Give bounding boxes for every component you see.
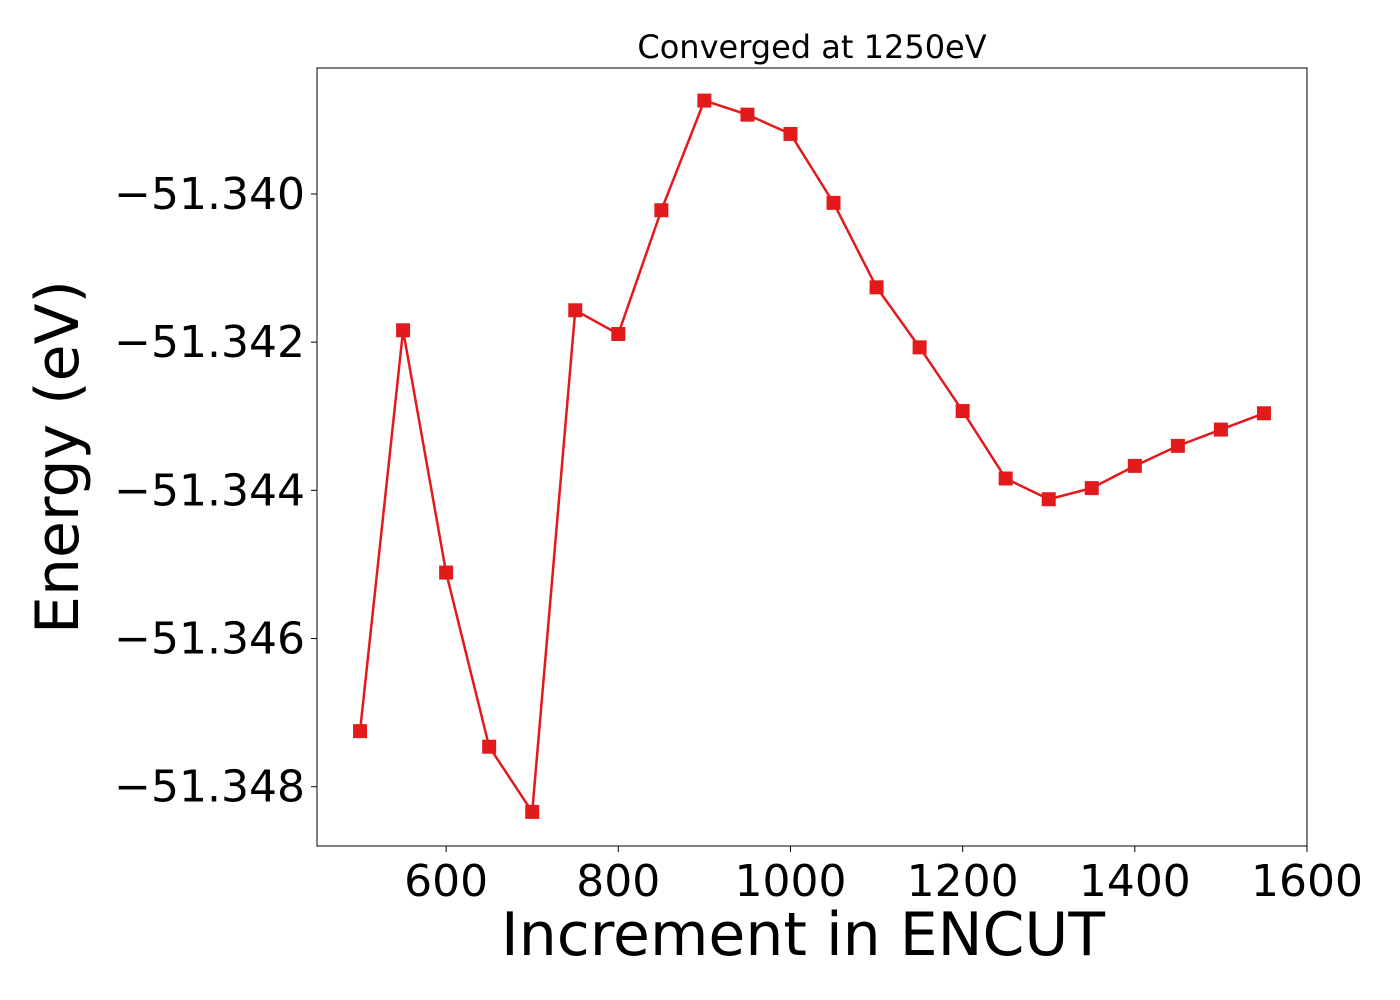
x-tick-label: 1200 (907, 856, 1019, 907)
data-point-marker (1213, 422, 1228, 437)
data-point-marker (826, 195, 841, 210)
data-point-marker (568, 303, 583, 318)
y-axis-label: Energy (eV) (23, 280, 93, 634)
plot-frame (316, 67, 1308, 847)
data-point-marker (955, 404, 970, 419)
x-tick-label: 600 (404, 856, 488, 907)
series-line (358, 99, 1265, 814)
series-layer (353, 93, 1271, 819)
x-axis: 600 800 1000 1200 1400 1600 (404, 846, 1363, 907)
y-axis: −51.340 −51.342 −51.344 −51.346 −51.348 (114, 169, 317, 813)
x-tick-label: 1600 (1251, 856, 1363, 907)
data-point-marker (611, 327, 626, 341)
data-point-marker (998, 471, 1013, 486)
y-tick-label: −51.348 (114, 762, 305, 813)
data-point-marker (740, 107, 755, 122)
x-tick-label: 800 (576, 856, 660, 907)
chart-title: Converged at 1250eV (637, 28, 986, 66)
data-point-marker (912, 340, 927, 355)
data-point-marker (353, 724, 368, 739)
y-tick-label: −51.346 (114, 614, 305, 665)
y-tick-label: −51.340 (114, 169, 305, 220)
x-tick-label: 1000 (734, 856, 846, 907)
data-point-marker (783, 126, 798, 141)
data-point-marker (697, 93, 712, 108)
data-point-marker (482, 739, 497, 754)
data-point-marker (1084, 481, 1099, 496)
data-point-marker (525, 804, 540, 819)
y-tick-label: −51.342 (114, 317, 305, 368)
data-point-marker (654, 203, 669, 218)
data-point-marker (396, 323, 411, 338)
data-point-marker (1041, 492, 1056, 507)
x-tick-label: 1400 (1079, 856, 1191, 907)
x-axis-label: Increment in ENCUT (501, 900, 1105, 970)
y-tick-label: −51.344 (114, 465, 305, 516)
data-point-marker (1170, 438, 1185, 453)
data-point-marker (1256, 406, 1271, 421)
data-point-marker (439, 565, 454, 580)
data-point-marker (869, 280, 884, 295)
data-point-marker (1127, 458, 1142, 473)
